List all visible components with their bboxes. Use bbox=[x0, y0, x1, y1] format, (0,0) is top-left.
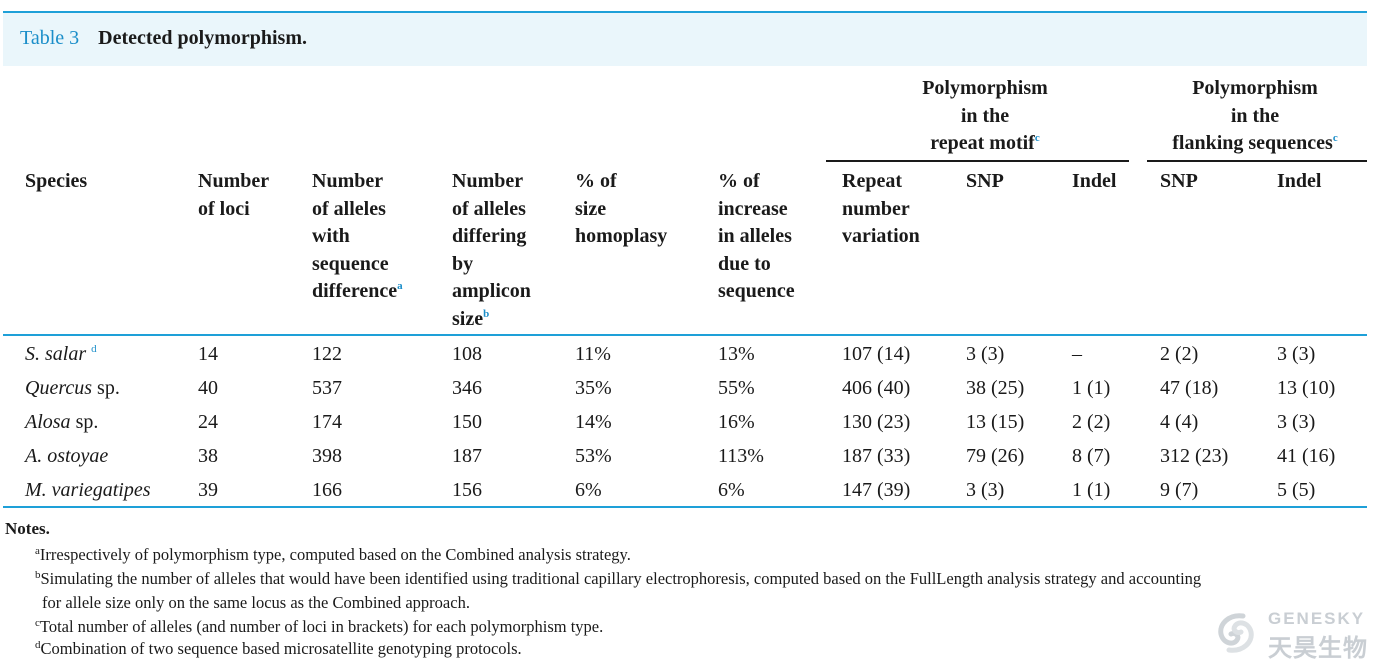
cell-snp-flank: 2 (2) bbox=[1160, 343, 1199, 365]
cell-homoplasy: 6% bbox=[575, 479, 602, 501]
cell-repeat: 147 (39) bbox=[842, 479, 911, 501]
cell-increase: 13% bbox=[718, 343, 755, 365]
cell-snp-repeat: 13 (15) bbox=[966, 411, 1025, 433]
cell-snp-flank: 4 (4) bbox=[1160, 411, 1199, 433]
cell-alleles-seq: 122 bbox=[312, 343, 342, 365]
cell-homoplasy: 14% bbox=[575, 411, 612, 433]
cell-increase: 6% bbox=[718, 479, 745, 501]
cell-indel-flank: 41 (16) bbox=[1277, 445, 1336, 467]
col-header-homoplasy: % of size homoplasy bbox=[575, 170, 668, 247]
cell-alleles-size: 187 bbox=[452, 445, 482, 467]
cell-loci: 24 bbox=[198, 411, 218, 433]
cell-homoplasy: 11% bbox=[575, 343, 611, 365]
col-header-repeat-number: Repeat number variation bbox=[842, 170, 920, 247]
cell-loci: 14 bbox=[198, 343, 218, 365]
cell-alleles-seq: 166 bbox=[312, 479, 342, 501]
footnote-b: bSimulating the number of alleles that w… bbox=[35, 569, 1202, 588]
cell-snp-repeat: 38 (25) bbox=[966, 377, 1025, 399]
cell-increase: 55% bbox=[718, 377, 755, 399]
col-header-alleles-size: Number of alleles differing by amplicon size… bbox=[452, 170, 531, 330]
watermark-logo: GENESKY 天昊生物 bbox=[1213, 608, 1378, 662]
header-rule bbox=[3, 334, 1367, 336]
col-header-indel-repeat: Indel bbox=[1072, 170, 1117, 192]
cell-increase: 16% bbox=[718, 411, 755, 433]
col-header-snp-flank: SNP bbox=[1160, 170, 1198, 192]
cell-alleles-size: 346 bbox=[452, 377, 482, 399]
cell-species: A. ostoyae bbox=[25, 445, 109, 467]
cell-snp-flank: 312 (23) bbox=[1160, 445, 1229, 467]
footnote-a: aIrrespectively of polymorphism type, co… bbox=[35, 545, 631, 564]
cell-loci: 38 bbox=[198, 445, 218, 467]
cell-snp-repeat: 79 (26) bbox=[966, 445, 1025, 467]
cell-indel-repeat: 8 (7) bbox=[1072, 445, 1111, 467]
footnote-c: cTotal number of alleles (and number of … bbox=[35, 617, 604, 636]
cell-alleles-seq: 398 bbox=[312, 445, 342, 467]
col-header-indel-flank: Indel bbox=[1277, 170, 1322, 192]
notes-title: Notes. bbox=[5, 519, 50, 538]
cell-indel-repeat: – bbox=[1072, 343, 1082, 365]
cell-repeat: 187 (33) bbox=[842, 445, 911, 467]
cell-snp-repeat: 3 (3) bbox=[966, 479, 1005, 501]
watermark-cn: 天昊生物 bbox=[1268, 634, 1368, 662]
cell-species: S. salar d bbox=[25, 343, 97, 365]
cell-alleles-size: 150 bbox=[452, 411, 482, 433]
col-header-species: Species bbox=[25, 170, 88, 192]
cell-loci: 40 bbox=[198, 377, 218, 399]
cell-repeat: 406 (40) bbox=[842, 377, 911, 399]
bottom-rule bbox=[3, 506, 1367, 508]
cell-indel-flank: 3 (3) bbox=[1277, 411, 1316, 433]
watermark-en: GENESKY bbox=[1268, 609, 1366, 628]
cell-snp-repeat: 3 (3) bbox=[966, 343, 1005, 365]
cell-indel-repeat: 2 (2) bbox=[1072, 411, 1111, 433]
cell-snp-flank: 47 (18) bbox=[1160, 377, 1219, 399]
cell-increase: 113% bbox=[718, 445, 764, 467]
cell-alleles-seq: 174 bbox=[312, 411, 342, 433]
cell-snp-flank: 9 (7) bbox=[1160, 479, 1199, 501]
group-header-repeat-motif: Polymorphism in the repeat motifc bbox=[922, 77, 1048, 154]
genesky-logo-icon bbox=[1218, 613, 1254, 653]
col-header-snp-repeat: SNP bbox=[966, 170, 1004, 192]
cell-indel-repeat: 1 (1) bbox=[1072, 479, 1111, 501]
cell-indel-repeat: 1 (1) bbox=[1072, 377, 1111, 399]
cell-indel-flank: 13 (10) bbox=[1277, 377, 1336, 399]
table-caption: Table 3 Detected polymorphism. bbox=[3, 11, 1367, 66]
cell-species: M. variegatipes bbox=[25, 479, 151, 501]
cell-indel-flank: 3 (3) bbox=[1277, 343, 1316, 365]
cell-homoplasy: 53% bbox=[575, 445, 612, 467]
cell-repeat: 107 (14) bbox=[842, 343, 911, 365]
col-header-alleles-sequence: Number of alleles with sequence differencea bbox=[312, 170, 403, 302]
group-rule-flanking bbox=[1147, 160, 1367, 162]
cell-indel-flank: 5 (5) bbox=[1277, 479, 1316, 501]
table-label: Table 3 bbox=[20, 27, 80, 49]
col-header-number-of-loci: Number of loci bbox=[198, 170, 270, 220]
col-header-increase: % of increase in alleles due to sequence bbox=[718, 170, 795, 302]
group-header-flanking: Polymorphism in the flanking sequencesc bbox=[1172, 77, 1338, 154]
cell-alleles-size: 108 bbox=[452, 343, 482, 365]
table-title: Detected polymorphism. bbox=[98, 27, 307, 49]
cell-homoplasy: 35% bbox=[575, 377, 612, 399]
group-rule-repeat bbox=[826, 160, 1129, 162]
cell-species: Quercus sp. bbox=[25, 377, 120, 399]
cell-species: Alosa sp. bbox=[25, 411, 99, 433]
cell-repeat: 130 (23) bbox=[842, 411, 911, 433]
footnote-d: dCombination of two sequence based micro… bbox=[35, 639, 522, 658]
cell-alleles-size: 156 bbox=[452, 479, 482, 501]
cell-alleles-seq: 537 bbox=[312, 377, 342, 399]
cell-loci: 39 bbox=[198, 479, 218, 501]
footnote-b-continued: for allele size only on the same locus a… bbox=[42, 593, 470, 612]
